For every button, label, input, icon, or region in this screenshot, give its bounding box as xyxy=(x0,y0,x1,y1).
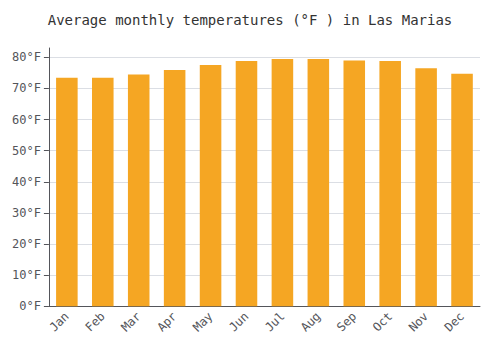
svg-text:20°F: 20°F xyxy=(12,237,41,251)
svg-text:50°F: 50°F xyxy=(12,144,41,158)
svg-text:40°F: 40°F xyxy=(12,175,41,189)
svg-text:70°F: 70°F xyxy=(12,81,41,95)
svg-text:Aug: Aug xyxy=(298,309,323,334)
svg-text:Feb: Feb xyxy=(83,309,108,334)
svg-text:Jul: Jul xyxy=(262,309,287,334)
svg-text:Oct: Oct xyxy=(370,309,395,334)
svg-text:Jun: Jun xyxy=(226,309,251,334)
svg-text:Dec: Dec xyxy=(442,309,467,334)
svg-text:Sep: Sep xyxy=(334,309,359,334)
svg-text:Mar: Mar xyxy=(118,309,143,334)
svg-text:60°F: 60°F xyxy=(12,113,41,127)
svg-text:Jan: Jan xyxy=(47,309,72,334)
svg-text:10°F: 10°F xyxy=(12,268,41,282)
svg-text:30°F: 30°F xyxy=(12,206,41,220)
svg-text:80°F: 80°F xyxy=(12,50,41,64)
svg-text:0°F: 0°F xyxy=(19,299,41,313)
svg-text:Nov: Nov xyxy=(406,309,431,334)
svg-text:Average monthly temperatures (: Average monthly temperatures (°F ) in La… xyxy=(48,12,453,28)
svg-text:May: May xyxy=(190,309,215,334)
svg-text:Apr: Apr xyxy=(154,309,179,334)
